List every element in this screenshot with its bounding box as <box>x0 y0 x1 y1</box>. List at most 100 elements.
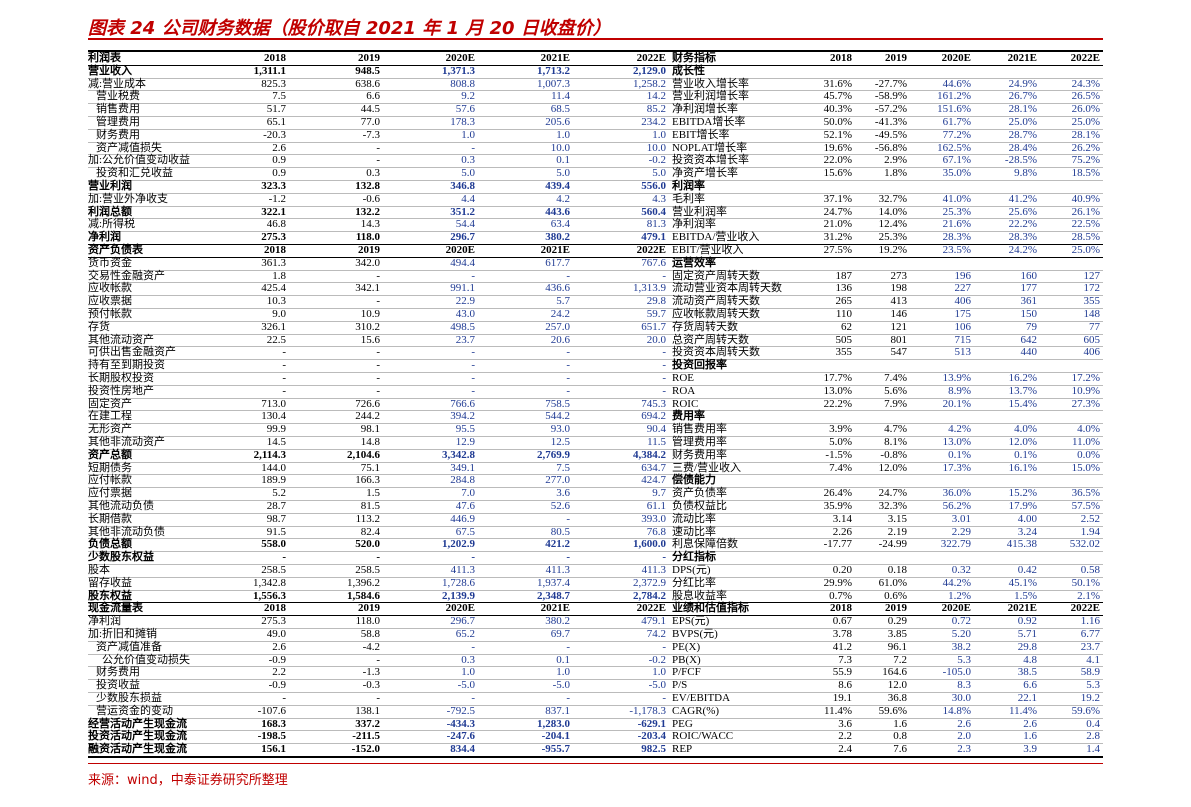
row-label: 减:所得税 <box>88 218 136 231</box>
cell: -57.2% <box>874 103 907 116</box>
cell: 0.3 <box>366 167 380 180</box>
cell: 513 <box>954 346 972 359</box>
cell: 127 <box>1083 269 1101 282</box>
cell: 642 <box>1020 333 1038 346</box>
cell: 44.6% <box>942 77 971 90</box>
cell: 178.3 <box>450 116 475 128</box>
cell: - <box>566 269 570 282</box>
row-rule <box>88 308 1103 309</box>
row-label: BVPS(元) <box>672 628 718 640</box>
row-rule <box>88 653 1103 655</box>
cell: 162.5% <box>937 141 971 154</box>
cell: 10.0 <box>550 141 570 154</box>
cell: -28.5% <box>1004 154 1037 167</box>
cell: 991.1 <box>450 282 475 295</box>
cell: 61.0% <box>878 576 907 589</box>
cell: 63.4 <box>550 218 570 231</box>
cell: 1.5 <box>366 487 380 500</box>
cell: - <box>566 551 570 564</box>
cell: 1,556.3 <box>253 589 286 602</box>
cell: 1.6 <box>1023 730 1037 743</box>
cell: 6.6 <box>1023 679 1037 692</box>
cell: 5.0 <box>461 167 475 180</box>
cell: 244.2 <box>355 410 380 423</box>
cell: 6.6 <box>366 90 380 103</box>
cell: - <box>662 346 666 359</box>
row-rule <box>88 500 1103 501</box>
cell: 2.9% <box>884 154 907 167</box>
row-label: 流动资产周转天数 <box>672 295 760 308</box>
cell: 75.2% <box>1071 154 1100 167</box>
cell: 138.1 <box>355 704 380 717</box>
row-rule <box>88 576 1103 578</box>
cell: 5.3 <box>957 653 971 666</box>
cell: 5.0% <box>829 436 852 448</box>
cell: -5.0 <box>552 679 570 692</box>
cell: 0.72 <box>951 615 971 628</box>
row-rule <box>88 77 1103 79</box>
cell: 38.2 <box>951 640 971 653</box>
cell: 161.2% <box>937 90 971 103</box>
row-label: 资产减值损失 <box>96 141 162 154</box>
cell: 446.9 <box>450 512 475 525</box>
cell: - <box>376 551 380 564</box>
cell: 65.2 <box>455 628 475 640</box>
cell: 38.5 <box>1017 666 1037 679</box>
cell: 234.2 <box>641 116 666 128</box>
cell: 31.2% <box>823 231 852 244</box>
cell: 1.0 <box>652 666 666 679</box>
cell: -955.7 <box>541 743 570 756</box>
row-label: 融资活动产生现金流 <box>88 743 187 756</box>
cell: 323.3 <box>261 180 286 192</box>
cell: 1,258.2 <box>633 77 666 90</box>
cell: 24.3% <box>1071 77 1100 90</box>
row-rule <box>88 64 1103 66</box>
row-label: 长期股权投资 <box>88 372 154 384</box>
cell: -1,178.3 <box>629 704 666 717</box>
row-label: 投资活动产生现金流 <box>88 730 187 743</box>
cell: 0.9 <box>272 167 286 180</box>
cell: 11.0% <box>1071 436 1100 448</box>
cell: 22.1 <box>1017 692 1037 704</box>
cell: 634.7 <box>641 461 666 474</box>
row-label: 长期借款 <box>88 512 132 525</box>
cell: 110 <box>835 308 852 320</box>
cell: 17.9% <box>1008 500 1037 512</box>
cell: 8.6 <box>838 679 852 692</box>
cell: 35.0% <box>942 167 971 180</box>
row-label: 净利润率 <box>672 218 716 231</box>
row-label: 净资产增长率 <box>672 167 738 180</box>
cell: 51.7 <box>266 103 286 116</box>
row-rule <box>88 589 1103 591</box>
cell: 62 <box>841 320 852 333</box>
row-rule <box>88 295 1103 297</box>
title: 图表 24 公司财务数据（股价取自 2021 年 1 月 20 日收盘价） <box>88 18 611 39</box>
cell: 58.9 <box>1080 666 1100 679</box>
cell: 8.1% <box>884 436 907 448</box>
cell: 2.6 <box>957 717 971 730</box>
row-label: EBITDA/营业收入 <box>672 231 760 244</box>
cell: 12.0% <box>878 461 907 474</box>
cell: 2022E <box>636 244 666 256</box>
cell: -1.5% <box>825 448 852 461</box>
cell: 2.6 <box>1023 717 1037 730</box>
row-rule <box>88 218 1103 220</box>
row-label: 负债权益比 <box>672 500 727 512</box>
row-label: 流动比率 <box>672 512 716 525</box>
cell: 767.6 <box>641 256 666 269</box>
cell: 2020E <box>445 602 475 615</box>
cell: 2.4 <box>838 743 852 756</box>
cell: 40.3% <box>823 103 852 116</box>
cell: 498.5 <box>450 320 475 333</box>
row-label: 净利润 <box>88 231 121 244</box>
cell: 948.5 <box>355 64 380 77</box>
cell: 67.1% <box>942 154 971 167</box>
section-label: 分红指标 <box>672 551 716 564</box>
cell: 258.5 <box>355 564 380 576</box>
cell: 19.6% <box>823 141 852 154</box>
cell: - <box>376 359 380 372</box>
cell: 24.7% <box>878 487 907 500</box>
cell: 118.0 <box>355 615 380 628</box>
cell: 406 <box>954 295 972 308</box>
cell: 189.9 <box>261 474 286 487</box>
